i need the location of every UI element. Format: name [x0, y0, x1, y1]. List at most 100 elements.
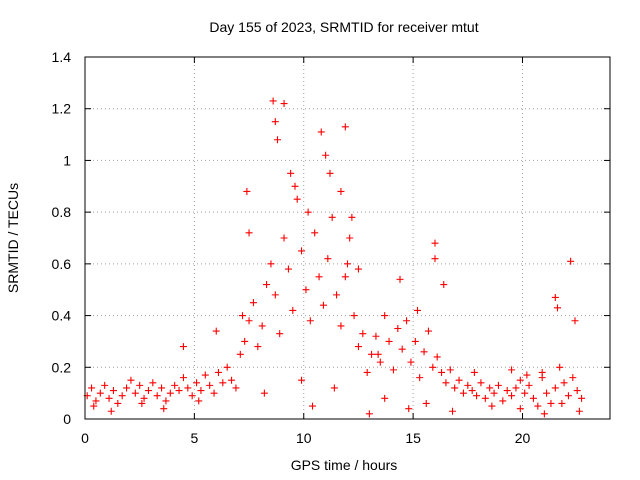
data-point: [239, 312, 246, 320]
data-point: [109, 387, 117, 395]
x-tick-label: 5: [190, 430, 198, 446]
data-point: [429, 363, 437, 371]
data-point: [422, 399, 430, 407]
data-point: [184, 384, 192, 392]
data-point: [166, 389, 174, 397]
data-point: [578, 394, 586, 402]
data-point: [319, 301, 327, 309]
data-point: [197, 387, 205, 395]
data-point: [175, 387, 183, 395]
data-point: [470, 368, 478, 376]
data-point: [449, 407, 456, 415]
data-point: [88, 384, 96, 392]
data-point: [431, 255, 439, 263]
data-point: [488, 402, 496, 410]
data-point: [274, 136, 281, 144]
data-point: [560, 379, 568, 387]
data-point: [254, 343, 262, 351]
data-point: [118, 392, 126, 400]
data-point: [424, 327, 432, 335]
data-point: [494, 381, 502, 389]
data-point: [438, 368, 446, 376]
data-point: [201, 371, 209, 379]
data-point: [540, 410, 548, 418]
data-point: [354, 265, 362, 273]
data-point: [276, 330, 284, 338]
data-point: [328, 213, 336, 221]
data-point: [136, 381, 144, 389]
data-point: [569, 374, 577, 382]
data-point: [337, 187, 345, 195]
data-point: [516, 405, 524, 413]
data-point: [341, 273, 349, 281]
data-point: [140, 394, 148, 402]
data-point: [107, 407, 115, 415]
data-point: [564, 392, 572, 400]
data-point: [245, 229, 253, 237]
data-point: [499, 397, 507, 405]
data-point: [280, 100, 288, 108]
y-tick-label: 1.2: [52, 101, 72, 117]
data-point: [571, 317, 579, 325]
data-point: [473, 392, 481, 400]
data-point: [381, 394, 389, 402]
x-tick-label: 20: [515, 430, 531, 446]
data-point: [354, 343, 362, 351]
data-point: [289, 306, 297, 314]
data-point: [442, 379, 450, 387]
data-point: [210, 389, 218, 397]
data-point: [348, 213, 356, 221]
data-point: [171, 381, 179, 389]
y-tick-label: 0.2: [52, 359, 72, 375]
data-point: [144, 387, 152, 395]
data-point: [396, 275, 404, 283]
data-point: [403, 317, 411, 325]
data-point: [162, 397, 170, 405]
data-point: [243, 187, 251, 195]
data-point: [326, 169, 334, 177]
data-point: [567, 257, 575, 265]
data-points: [83, 97, 586, 418]
data-point: [333, 291, 341, 299]
data-point: [558, 399, 566, 407]
x-tick-label: 15: [405, 430, 421, 446]
data-point: [468, 387, 476, 395]
data-point: [372, 332, 380, 340]
data-point: [523, 371, 531, 379]
data-point: [322, 151, 330, 159]
data-point: [337, 322, 345, 330]
data-point: [193, 379, 201, 387]
data-point: [346, 234, 354, 242]
data-point: [304, 208, 312, 216]
data-point: [503, 387, 511, 395]
data-point: [324, 255, 332, 263]
data-point: [446, 366, 454, 374]
data-point: [551, 384, 559, 392]
data-point: [547, 399, 555, 407]
data-point: [573, 387, 581, 395]
data-point: [451, 384, 459, 392]
data-point: [455, 376, 463, 384]
data-point: [477, 379, 485, 387]
x-axis-label: GPS time / hours: [291, 457, 398, 473]
data-point: [309, 402, 316, 410]
data-point: [385, 337, 393, 345]
data-point: [481, 394, 489, 402]
data-point: [298, 247, 306, 255]
data-point: [344, 260, 351, 268]
data-point: [131, 389, 139, 397]
data-point: [508, 392, 516, 400]
data-point: [554, 304, 561, 312]
x-tick-label: 10: [296, 430, 312, 446]
data-point: [271, 118, 279, 126]
data-point: [376, 358, 384, 366]
y-tick-label: 1.4: [52, 49, 72, 65]
data-point: [350, 312, 358, 320]
data-point: [138, 399, 146, 407]
data-point: [416, 374, 424, 382]
grid-lines: [85, 57, 610, 419]
y-tick-label: 0.8: [52, 204, 72, 220]
data-point: [464, 381, 472, 389]
data-point: [195, 397, 203, 405]
chart-title: Day 155 of 2023, SRMTID for receiver mtu…: [209, 19, 478, 35]
